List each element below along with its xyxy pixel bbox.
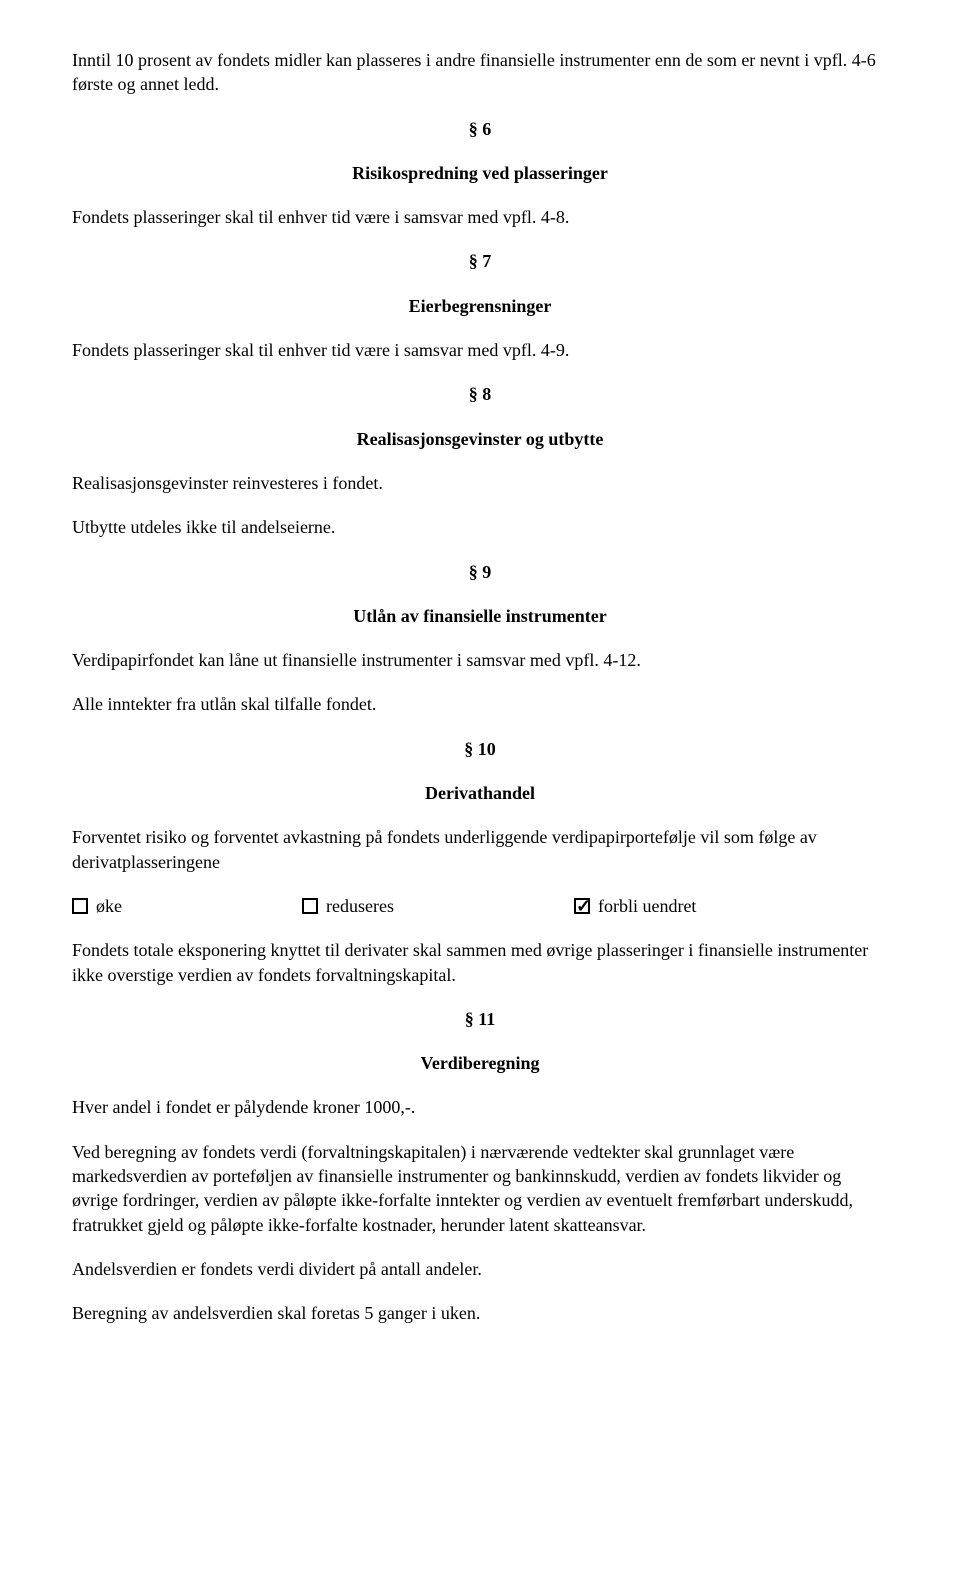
option-reduseres: reduseres [302, 894, 394, 918]
section-9-body-1: Verdipapirfondet kan låne ut finansielle… [72, 648, 888, 672]
section-6-title: Risikospredning ved plasseringer [72, 161, 888, 185]
checkbox-reduseres [302, 898, 318, 914]
section-8-title: Realisasjonsgevinster og utbytte [72, 427, 888, 451]
section-9-number: § 9 [72, 560, 888, 584]
option-oke: øke [72, 894, 122, 918]
checkbox-oke [72, 898, 88, 914]
section-7-body: Fondets plasseringer skal til enhver tid… [72, 338, 888, 362]
checkbox-forbli-uendret [574, 898, 590, 914]
section-8-number: § 8 [72, 382, 888, 406]
option-forbli-uendret: forbli uendret [574, 894, 696, 918]
section-10-number: § 10 [72, 737, 888, 761]
section-8-body-2: Utbytte utdeles ikke til andelseierne. [72, 515, 888, 539]
option-oke-label: øke [96, 894, 122, 918]
section-11-body-4: Beregning av andelsverdien skal foretas … [72, 1301, 888, 1325]
section-10-title: Derivathandel [72, 781, 888, 805]
section-11-title: Verdiberegning [72, 1051, 888, 1075]
option-forbli-uendret-label: forbli uendret [598, 894, 696, 918]
intro-paragraph: Inntil 10 prosent av fondets midler kan … [72, 48, 888, 97]
section-10-body-1: Forventet risiko og forventet avkastning… [72, 825, 888, 874]
section-11-body-1: Hver andel i fondet er pålydende kroner … [72, 1095, 888, 1119]
section-8-body-1: Realisasjonsgevinster reinvesteres i fon… [72, 471, 888, 495]
section-6-body: Fondets plasseringer skal til enhver tid… [72, 205, 888, 229]
section-6-number: § 6 [72, 117, 888, 141]
section-11-body-2: Ved beregning av fondets verdi (forvaltn… [72, 1140, 888, 1237]
section-10-options: øke reduseres forbli uendret [72, 894, 888, 918]
section-11-body-3: Andelsverdien er fondets verdi dividert … [72, 1257, 888, 1281]
document-page: Inntil 10 prosent av fondets midler kan … [0, 0, 960, 1406]
section-10-body-2: Fondets totale eksponering knyttet til d… [72, 938, 888, 987]
section-9-body-2: Alle inntekter fra utlån skal tilfalle f… [72, 692, 888, 716]
section-11-number: § 11 [72, 1007, 888, 1031]
section-9-title: Utlån av finansielle instrumenter [72, 604, 888, 628]
option-reduseres-label: reduseres [326, 894, 394, 918]
section-7-title: Eierbegrensninger [72, 294, 888, 318]
section-7-number: § 7 [72, 249, 888, 273]
